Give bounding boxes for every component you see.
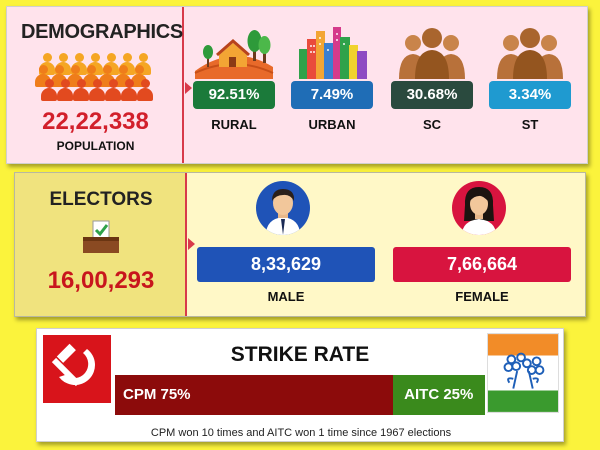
person-figure-icon xyxy=(73,79,89,101)
population-section: DEMOGRAPHICS 22,22,338 POPULATION xyxy=(7,7,184,163)
sc-value: 30.68% xyxy=(391,81,473,109)
st-label: ST xyxy=(521,117,539,132)
person-figure-icon xyxy=(57,79,73,101)
strike-rate-bar: CPM 75% AITC 25% xyxy=(115,375,485,415)
strike-rate-panel: STRIKE RATE CPM 75% AITC 25% CPM won 10 … xyxy=(36,328,564,442)
stat-st: 3.34% ST xyxy=(489,21,571,133)
male-avatar-icon xyxy=(256,181,310,235)
strike-rate-title: STRIKE RATE xyxy=(230,343,370,366)
urban-label: URBAN xyxy=(308,117,356,132)
stat-urban: 7.49% URBAN xyxy=(291,21,373,133)
person-figure-icon xyxy=(89,79,105,101)
person-figure-icon xyxy=(41,79,57,101)
demographics-panel: DEMOGRAPHICS 22,22,338 POPULATION 92.51%… xyxy=(6,6,588,164)
st-value: 3.34% xyxy=(489,81,571,109)
rural-landscape-icon xyxy=(194,30,274,79)
arrow-icon xyxy=(188,238,195,250)
group-people-icon xyxy=(497,28,563,79)
person-figure-icon xyxy=(137,79,153,101)
hammer-sickle-icon xyxy=(43,335,111,403)
urban-value: 7.49% xyxy=(291,81,373,109)
rural-label: RURAL xyxy=(211,117,257,132)
strike-rate-note: CPM won 10 times and AITC won 1 time sin… xyxy=(150,427,452,439)
twin-flowers-logo-icon xyxy=(487,333,559,413)
stat-rural: 92.51% RURAL xyxy=(193,21,275,133)
stat-sc: 30.68% SC xyxy=(391,21,473,133)
population-value: 22,22,338 xyxy=(42,108,149,135)
female-avatar-icon xyxy=(452,181,506,235)
electors-title: ELECTORS xyxy=(49,189,153,210)
female-value: 7,66,664 xyxy=(393,247,571,282)
female-label: FEMALE xyxy=(455,289,509,304)
male-label: MALE xyxy=(267,289,305,304)
population-label: POPULATION xyxy=(56,139,135,153)
ballot-box-icon xyxy=(83,220,119,253)
city-skyline-icon xyxy=(299,27,367,79)
electors-total-value: 16,00,293 xyxy=(47,267,155,294)
population-crowd-icon xyxy=(35,53,160,105)
electors-total-section: ELECTORS 16,00,293 xyxy=(15,173,187,316)
electors-panel: ELECTORS 16,00,293 8,33,629 MALE 7, xyxy=(14,172,586,317)
demographics-title: DEMOGRAPHICS xyxy=(21,21,183,43)
sc-label: SC xyxy=(422,117,442,132)
rural-value: 92.51% xyxy=(193,81,275,109)
group-people-icon xyxy=(399,28,465,79)
person-figure-icon xyxy=(121,79,137,101)
person-figure-icon xyxy=(105,79,121,101)
cpm-share-segment: CPM 75% xyxy=(115,375,393,415)
male-value: 8,33,629 xyxy=(197,247,375,282)
arrow-icon xyxy=(185,82,192,94)
aitc-share-segment: AITC 25% xyxy=(392,375,485,415)
